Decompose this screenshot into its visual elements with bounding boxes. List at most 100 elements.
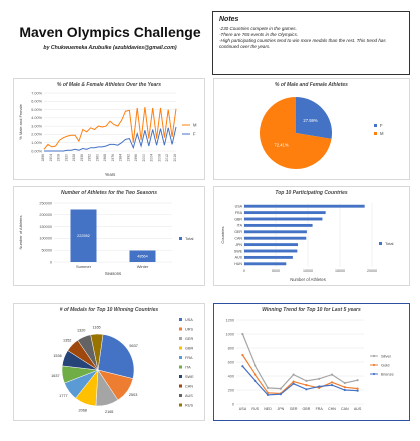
x-axis-label: Seasons [105,271,121,276]
y-tick-label: 4.00% [31,116,42,120]
data-point [343,386,346,389]
legend-swatch [179,365,182,369]
author-byline: by Chukwuemeka Azubuike (azubidavies@gma… [43,45,177,51]
gender-pie-chart: 27.59% 72.41% FM [259,97,384,169]
y-tick-label: 800 [228,346,234,350]
data-point [330,373,334,376]
legend-label: URS [185,328,193,332]
bar-data-label: 222552 [77,234,90,238]
y-tick-label: 3.00% [31,124,42,128]
pie-data-label: 1637 [51,374,59,378]
data-point [292,382,295,385]
bar-usa [244,204,365,208]
y-tick-label: 250000 [39,201,52,205]
y-tick-label: USA [235,205,243,209]
x-tick-label: 1920 [64,154,68,162]
data-point [305,379,308,382]
legend-swatch [179,327,182,331]
x-tick-label: 1952 [88,154,92,162]
bar-jpn [244,243,299,247]
data-point [241,365,244,368]
legend-swatch [179,318,182,321]
medals-pie-chart-panel: # of Medals for Top 10 Winning Countries… [13,303,205,421]
x-tick-label: 1904 [49,154,53,162]
y-tick-label: 200000 [39,213,52,217]
bar-fra [244,211,326,215]
pie-data-label: 27.59% [303,118,317,123]
data-point [292,380,295,383]
x-tick-label: Summer [76,264,92,269]
data-point [343,381,346,385]
y-tick-label: AUS [235,256,243,260]
y-tick-label: 100000 [39,237,52,241]
data-point [254,373,257,376]
bar-winter [129,250,156,262]
bar-ger [244,230,307,234]
data-point [330,381,334,384]
x-tick-label: 10000 [303,269,313,273]
x-tick-label: 2000 [142,154,146,162]
legend-label: F [380,123,383,128]
pie-data-label: 1777 [59,394,67,398]
data-point [305,384,308,387]
legend-swatch [179,237,182,240]
gender-line-chart-panel: % of Male & Female Athletes Over the Yea… [13,78,205,180]
x-tick-label: 1936 [80,154,84,162]
legend-label: USA [185,318,193,322]
chart-title: % of Male and Female Athletes [275,82,348,88]
x-tick-label: GBR [303,407,311,411]
series-line-gold [241,354,358,395]
data-point [266,393,270,396]
x-tick-label: 15000 [335,269,345,273]
y-tick-label: JPN [235,243,242,247]
chart-title: Winning Trend for Top 10 for Last 5 year… [262,307,361,313]
medals-pie-chart: 5637 2503 2165 2068 1777 1637 1536 1352 1320 1165… [51,318,194,414]
data-point [330,384,334,387]
pie-slice-rus [90,333,104,371]
data-point [305,388,308,391]
data-point [266,386,270,389]
y-axis-label: % Male and Female [18,103,23,139]
x-tick-label: FRA [316,407,324,411]
bar-hun [244,262,287,266]
x-tick-label: RUS [251,407,259,411]
bar-gbr [244,217,323,221]
data-point [266,391,270,394]
gender-line-chart: 0.00% 1.00% 2.00% 3.00% 4.00% 5.00% 6.00% 7.00%… [18,91,197,177]
series-line-m [43,107,177,150]
y-tick-label: 150000 [39,225,52,229]
notes-box: Notes -230 Countries compete in the game… [212,11,410,75]
bar-data-label: 48564 [137,255,148,259]
x-tick-label: 1968 [103,154,107,162]
gender-pie-chart-panel: % of Male and Female Athletes 27.59% 72.4… [213,78,410,180]
legend-marker [372,372,376,376]
seasons-bar-chart: 0 50000 100000 150000 200000 250000 222552 Summ… [18,201,194,276]
pie-data-label: 1320 [77,329,85,333]
legend-label: Silver [381,353,392,358]
x-tick-label: AUS [354,407,362,411]
x-tick-label: 5000 [272,269,280,273]
legend-swatch [179,375,182,378]
data-point [343,388,346,392]
y-tick-label: 6.00% [31,100,42,104]
note-line: -230 Countries compete in the games. [219,26,297,31]
note-line: -High participating countries tend to wi… [219,38,386,49]
legend-label: F [193,132,196,137]
legend-label: SWE [185,375,194,379]
bar-ita [244,223,313,227]
y-tick-label: 1200 [226,318,234,322]
data-point [318,377,321,380]
y-tick-label: 50000 [41,249,52,253]
x-tick-label: 1984 [119,154,123,162]
legend-swatch [374,124,377,127]
chart-title: # of Medals for Top 10 Winning Countries [59,307,159,313]
x-tick-label: CAN [341,407,349,411]
x-tick-label: 1996 [134,154,138,162]
legend-label: M [380,131,384,136]
series-line-bronze [241,365,358,396]
x-tick-label: USA [239,407,247,411]
data-point [318,385,321,388]
legend-label: CAN [185,385,193,389]
legend-label: Total [385,241,394,246]
legend-swatch [179,346,182,350]
